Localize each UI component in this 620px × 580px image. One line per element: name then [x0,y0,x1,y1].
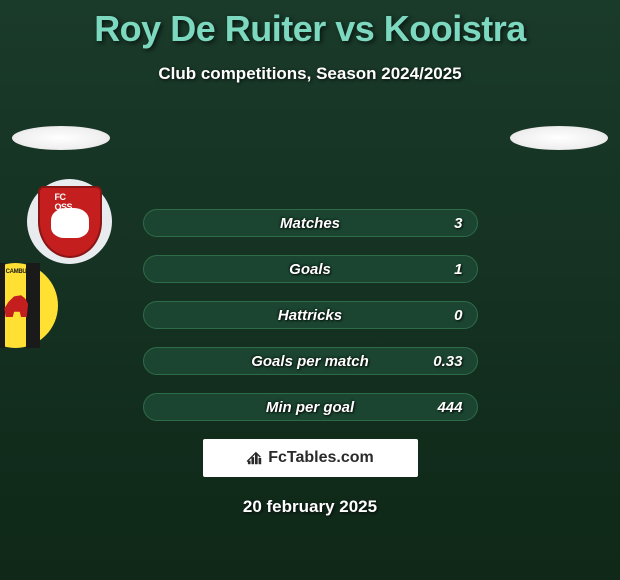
stat-value-right: 1 [454,261,462,278]
stat-row-min-per-goal: . Min per goal 444 [143,393,478,421]
stat-row-hattricks: . Hattricks 0 [143,301,478,329]
stat-value-right: 0.33 [433,353,462,370]
stat-row-matches: . Matches 3 [143,209,478,237]
chart-icon [246,450,264,466]
stat-row-goals: . Goals 1 [143,255,478,283]
stat-label: Matches [280,215,340,232]
stats-container: . Matches 3 . Goals 1 . Hattricks 0 . Go… [0,209,620,421]
comparison-title: Roy De Ruiter vs Kooistra [0,0,620,50]
stat-label: Goals per match [251,353,369,370]
attribution-text: FcTables.com [268,449,374,467]
stat-label: Goals [289,261,331,278]
comparison-date: 20 february 2025 [0,497,620,517]
stat-row-goals-per-match: . Goals per match 0.33 [143,347,478,375]
player-oval-right [510,126,608,150]
attribution-badge[interactable]: FcTables.com [203,439,418,477]
stat-label: Hattricks [278,307,342,324]
stat-value-right: 444 [437,399,462,416]
stat-value-right: 0 [454,307,462,324]
player-oval-left [12,126,110,150]
comparison-subtitle: Club competitions, Season 2024/2025 [0,64,620,84]
stat-value-right: 3 [454,215,462,232]
stat-label: Min per goal [266,399,354,416]
